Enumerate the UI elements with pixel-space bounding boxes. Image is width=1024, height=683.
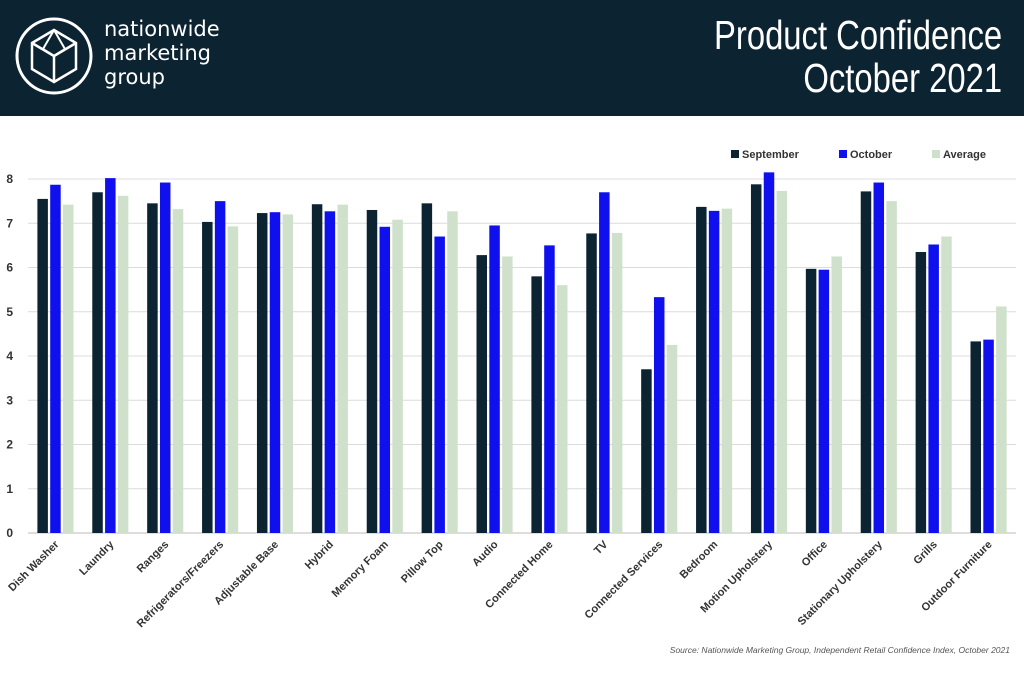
bar-october-8 [489,225,500,533]
legend-label-average: Average [943,149,986,161]
bar-september-8 [476,255,488,534]
bar-september-7 [421,203,433,533]
bar-october-15 [873,182,885,533]
x-tick-label: Laundry [77,538,117,578]
y-tick-label: 6 [6,261,13,275]
x-tick-label: Bedroom [678,538,721,581]
bar-october-2 [159,182,171,533]
x-tick-label: Audio [470,538,501,569]
bar-october-3 [214,201,226,533]
y-tick-label: 3 [6,393,13,407]
x-tick-label: Grills [911,539,939,567]
bar-september-3 [202,221,213,534]
bar-average-8 [502,256,513,533]
bar-average-1 [117,195,129,533]
bar-october-1 [105,178,116,534]
y-tick-label: 1 [6,482,13,496]
page-title: Product Confidence October 2021 [714,14,1002,100]
bar-september-6 [366,209,378,533]
bar-average-12 [721,208,733,533]
bar-september-17 [970,341,982,533]
bar-september-14 [805,268,817,533]
legend-label-september: September [742,149,800,161]
bar-october-4 [269,212,281,533]
x-tick-label: Ranges [135,539,172,576]
bar-october-0 [50,184,61,533]
x-tick-label: Dish Washer [6,538,62,594]
bar-october-5 [324,211,336,533]
bar-september-2 [147,203,158,533]
bar-september-16 [915,252,927,533]
bar-september-10 [586,233,597,533]
bar-average-4 [282,214,294,533]
bar-september-0 [37,198,48,533]
legend-label-october: October [850,149,893,161]
title-line-1: Product Confidence [713,12,1002,58]
bar-september-9 [531,276,542,533]
bar-october-16 [928,244,939,534]
y-tick-label: 8 [6,172,13,186]
bar-september-5 [311,204,323,533]
header-banner: nationwide marketing group Product Confi… [0,0,1024,116]
bar-average-0 [62,204,74,533]
x-tick-label: Memory Foam [330,538,391,599]
source-note: Source: Nationwide Marketing Group, Inde… [669,645,1010,655]
bar-average-11 [666,344,678,533]
bar-average-7 [447,211,458,533]
bar-average-9 [556,285,568,533]
legend-swatch-october [839,150,847,158]
bar-october-13 [763,172,775,534]
bar-average-17 [996,306,1007,533]
bar-october-6 [379,226,391,533]
brand-name: nationwide marketing group [104,17,220,89]
legend-swatch-average [932,150,940,158]
bar-september-11 [641,369,652,533]
y-tick-label: 0 [6,526,13,540]
bar-average-16 [941,236,952,533]
y-tick-label: 7 [6,216,13,230]
brand-line-1: nationwide [104,17,220,41]
bar-average-15 [886,201,897,533]
bar-average-6 [392,219,403,533]
x-tick-label: Hybrid [303,539,336,572]
bar-september-12 [696,206,707,533]
bar-september-15 [860,191,872,533]
x-tick-label: Pillow Top [399,538,446,585]
bar-october-9 [544,245,555,533]
y-tick-label: 5 [6,305,13,319]
y-tick-label: 4 [6,349,13,363]
bar-october-7 [434,236,445,533]
bar-average-2 [172,209,184,533]
bar-average-14 [831,256,842,533]
y-tick-label: 2 [6,438,13,452]
nationwide-logo-icon [15,17,93,95]
bar-october-11 [653,297,665,533]
brand-line-2: marketing [104,41,211,65]
bar-september-13 [750,184,762,533]
bar-average-3 [227,226,239,533]
bar-october-10 [599,192,610,533]
bar-september-1 [92,192,103,533]
bar-october-12 [708,210,720,534]
bar-october-14 [818,269,830,533]
bar-september-4 [256,213,268,533]
x-tick-label: TV [592,538,611,557]
bar-october-17 [983,339,994,533]
bar-average-5 [337,204,348,533]
title-line-2: October 2021 [803,55,1002,101]
x-tick-label: Office [799,539,830,570]
brand-line-3: group [104,65,165,89]
legend-swatch-september [731,150,739,158]
bar-average-13 [776,190,788,533]
bar-average-10 [611,232,623,534]
